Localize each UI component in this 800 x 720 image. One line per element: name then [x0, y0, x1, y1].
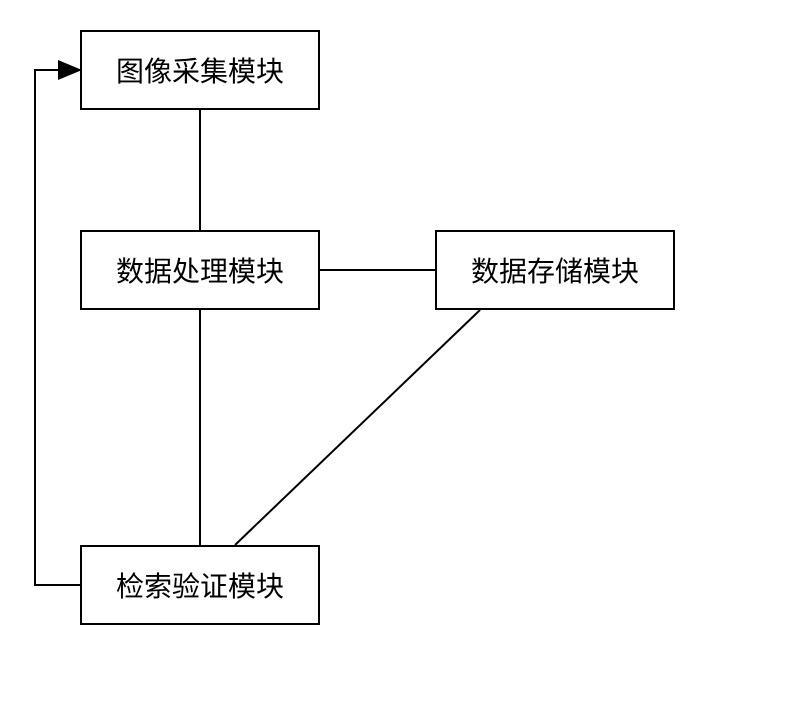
node-image-capture: 图像采集模块: [80, 30, 320, 110]
node-label: 图像采集模块: [116, 50, 284, 90]
node-label: 数据处理模块: [116, 250, 284, 290]
node-data-processing: 数据处理模块: [80, 230, 320, 310]
edge: [235, 310, 480, 545]
node-label: 数据存储模块: [471, 250, 639, 290]
edge: [35, 70, 80, 585]
node-label: 检索验证模块: [116, 565, 284, 605]
node-data-storage: 数据存储模块: [435, 230, 675, 310]
node-retrieval-verify: 检索验证模块: [80, 545, 320, 625]
